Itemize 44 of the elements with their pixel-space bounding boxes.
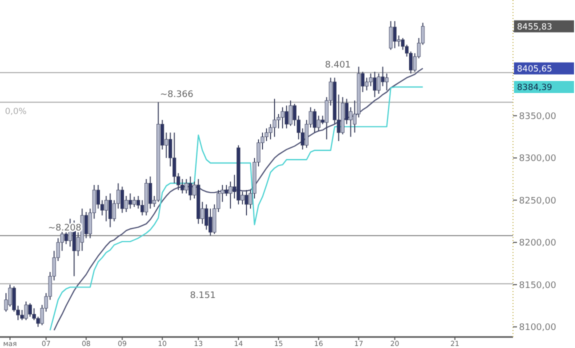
candlestick [288,100,292,126]
candlestick [28,302,32,318]
candlestick [388,20,393,50]
candlestick [184,178,188,194]
ref-line-label: 8.401 [325,60,351,71]
text: 8455,83 [517,22,552,32]
candlestick [148,176,152,210]
candlestick [316,115,320,132]
candlestick [312,108,316,134]
candlestick [132,196,136,208]
candlestick [272,98,276,138]
y-tick-label: 8100,00 [519,323,556,334]
candlestick [224,184,228,196]
candlestick [120,186,124,214]
candlestick [108,192,112,228]
candlestick [208,208,212,236]
y-tick-label: 8200,00 [519,238,556,249]
ref-line-label: ~8.366 [160,90,194,100]
annotation: 0,0% [5,107,27,118]
candlestick [392,20,397,49]
candlestick [84,211,88,239]
candlestick [64,232,68,245]
candlestick [364,77,369,91]
y-tick-label: 8250,00 [519,196,556,206]
candlestick [380,66,385,87]
text: 8405,65 [517,64,552,74]
candlestick [104,195,108,222]
candlestick [188,176,192,201]
text: 8384,39 [517,82,552,93]
candlestick [280,106,284,129]
candlestick [24,301,28,321]
candlestick [244,190,248,216]
candlestick [136,195,140,210]
candlestick [284,105,288,129]
candlestick [128,192,132,210]
y-tick-label: 8350,00 [519,112,556,122]
candlestick [368,72,373,87]
candlestick [8,284,12,308]
ref-line-label: 8.151 [190,290,216,301]
candlestick [400,38,405,50]
candlestick [372,71,377,98]
candlestick [384,72,389,91]
y-tick-label: 8300,00 [519,154,556,164]
y-tick-label: 8150,00 [519,280,556,291]
